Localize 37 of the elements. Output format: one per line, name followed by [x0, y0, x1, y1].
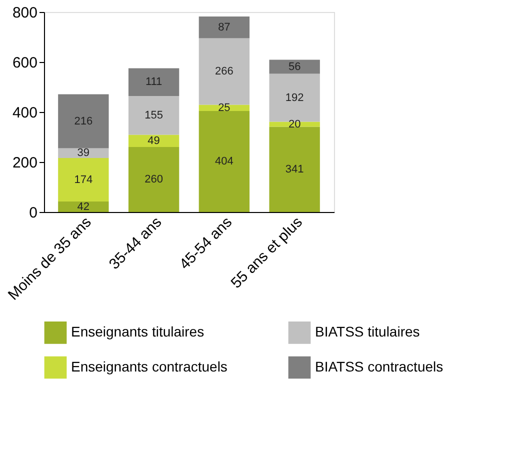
y-tick-label: 800 [12, 4, 38, 22]
bar [269, 126, 320, 212]
data-label: 111 [145, 76, 162, 88]
data-label: 174 [74, 174, 93, 186]
bar [128, 147, 180, 212]
legend-label: BIATSS contractuels [315, 358, 444, 374]
data-label: 404 [215, 156, 234, 168]
data-label: 155 [144, 109, 163, 122]
y-tick-label: 600 [12, 54, 38, 72]
data-label: 260 [144, 174, 163, 186]
data-label: 266 [215, 66, 234, 78]
legend-label: BIATSS titulaires [315, 324, 420, 340]
legend-label: Enseignants contractuels [71, 358, 228, 374]
data-label: 25 [218, 102, 230, 114]
data-label: 216 [74, 115, 93, 128]
legend-label: Enseignants titulaires [71, 324, 204, 340]
bar [58, 202, 109, 212]
bar [128, 68, 180, 96]
bar [198, 111, 250, 212]
bar [269, 122, 320, 127]
bar [198, 16, 250, 38]
data-label: 192 [285, 92, 304, 104]
y-tick-label: 200 [12, 154, 38, 172]
data-label: 49 [148, 134, 160, 147]
bar [58, 94, 109, 148]
data-label: 20 [288, 118, 301, 130]
data-label: 87 [218, 21, 230, 34]
data-label: 39 [77, 147, 90, 160]
data-label: 42 [77, 200, 90, 213]
data-label: 341 [285, 163, 304, 176]
bar [58, 158, 109, 202]
y-tick-label: 400 [12, 104, 38, 122]
y-tick-label: 0 [29, 204, 38, 222]
bar [269, 60, 320, 74]
bar [198, 38, 250, 105]
bar [128, 96, 180, 135]
data-label: 56 [288, 60, 301, 73]
